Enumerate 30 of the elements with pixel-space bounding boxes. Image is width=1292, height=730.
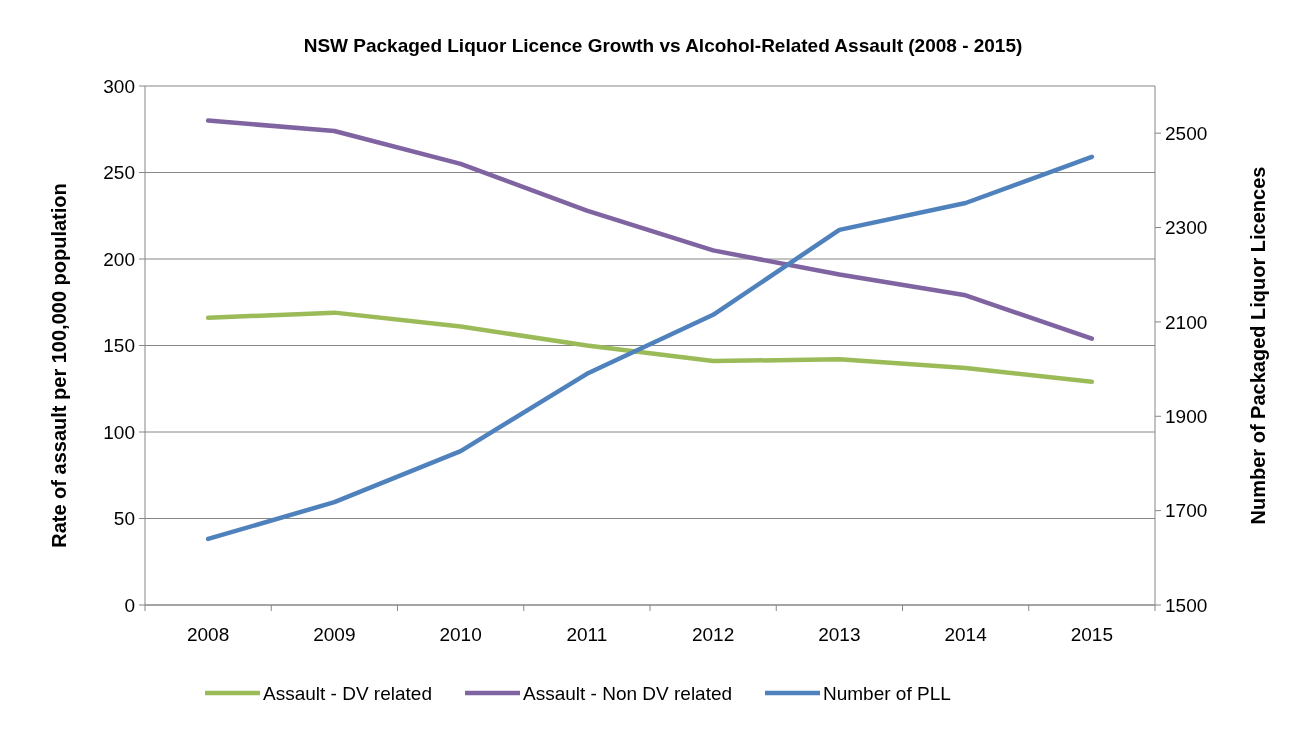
x-tick-label: 2009: [313, 624, 356, 645]
legend-label: Assault - DV related: [263, 682, 432, 704]
y2-tick-label: 2300: [1165, 217, 1208, 239]
legend-label: Number of PLL: [823, 682, 951, 704]
y2-tick-label: 1500: [1165, 594, 1208, 616]
line-series: [205, 118, 1095, 341]
y-tick-label: 300: [103, 75, 135, 97]
x-tick-label: 2014: [944, 624, 988, 645]
x-tick-label: 2012: [691, 624, 735, 645]
x-tick-label: 2013: [818, 624, 861, 645]
x-tick-label: 2011: [566, 624, 608, 645]
line-series: [205, 154, 1095, 542]
y-tick-label: 150: [103, 335, 135, 357]
line-series: [205, 310, 1095, 385]
y2-tick-label: 1700: [1165, 500, 1208, 522]
y2-tick-label: 2500: [1165, 122, 1208, 144]
y-tick-label: 50: [113, 508, 135, 530]
x-tick-label: 2015: [1070, 624, 1114, 645]
x-tick-label: 2008: [186, 624, 230, 645]
y-tick-label: 100: [103, 421, 135, 443]
y-tick-label: 250: [103, 162, 135, 184]
y2-axis-title: Number of Packaged Liquor Licences: [1247, 166, 1269, 525]
y2-tick-label: 1900: [1165, 405, 1208, 427]
legend-label: Assault - Non DV related: [523, 682, 733, 704]
chart-title: NSW Packaged Liquor Licence Growth vs Alcohol-Related Assault (2008 - 2015): [303, 35, 1023, 56]
y-axis-title: Rate of assault per 100,000 population: [48, 183, 70, 548]
y-tick-label: 200: [103, 248, 135, 270]
y2-tick-label: 2100: [1165, 311, 1208, 333]
x-tick-label: 2010: [439, 624, 482, 645]
y-tick-label: 0: [124, 594, 135, 616]
